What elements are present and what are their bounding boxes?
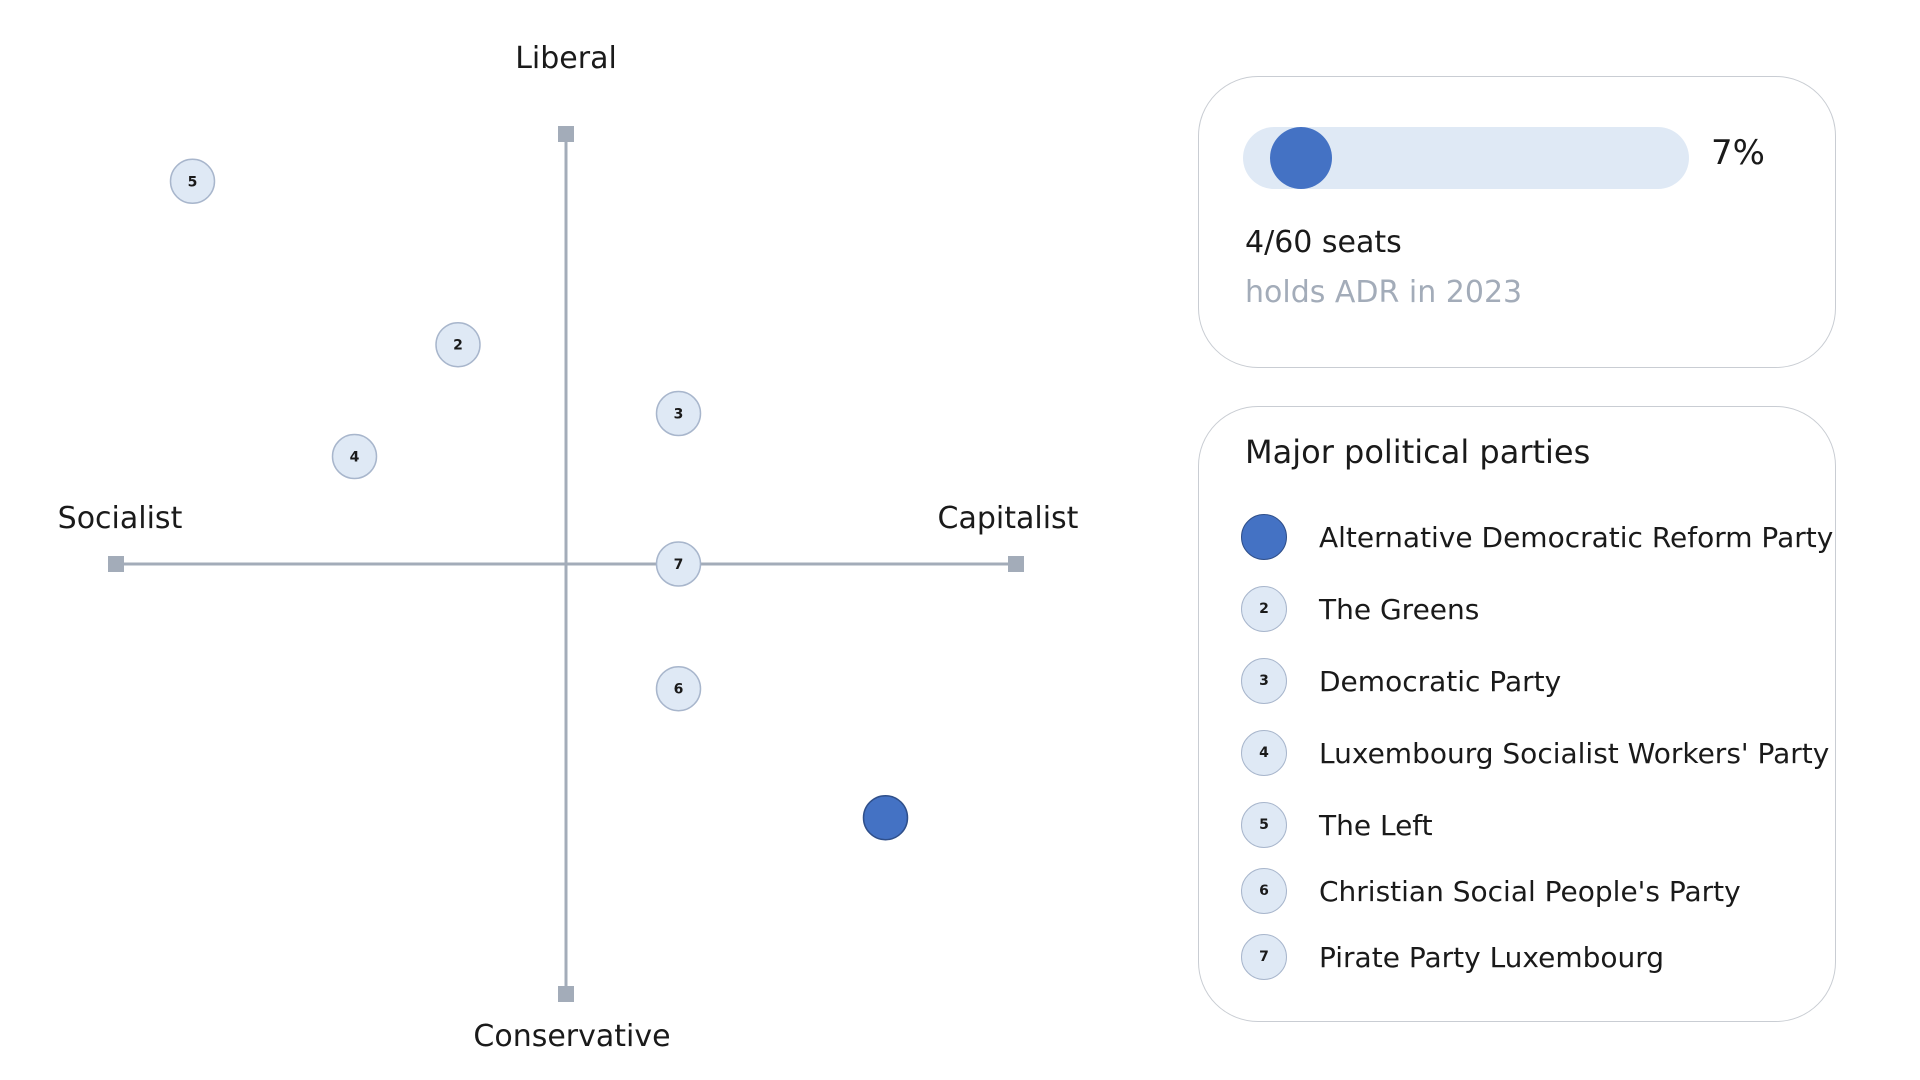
legend-item: 2 The Greens [1241, 585, 1479, 633]
party-point: 6 [655, 665, 702, 712]
seat-count: 4/60 seats [1245, 225, 1402, 260]
party-point-marker [862, 794, 909, 841]
party-point-marker [331, 433, 378, 480]
party-point-label: 3 [674, 407, 684, 423]
party-point-label: 7 [674, 557, 684, 573]
legend-title: Major political parties [1245, 433, 1591, 471]
party-point-marker [169, 158, 216, 205]
party-point: 4 [331, 433, 378, 480]
party-point [862, 794, 909, 841]
seat-share-progress-bar [1243, 127, 1689, 189]
legend-item-label: Christian Social People's Party [1319, 874, 1741, 908]
legend-item-label: Democratic Party [1319, 664, 1562, 698]
seat-share-card: 7% 4/60 seats holds ADR in 2023 [1198, 76, 1836, 368]
legend-item-label: Luxembourg Socialist Workers' Party [1319, 736, 1830, 770]
party-point-marker [655, 665, 702, 712]
party-point-marker [655, 541, 702, 587]
legend-marker [1241, 514, 1287, 560]
party-point: 2 [435, 321, 481, 368]
compass-axes: Socialist Capitalist Liberal Conservative [58, 41, 1079, 1054]
party-point-label: 5 [188, 174, 198, 190]
party-point-marker [655, 390, 702, 437]
legend-item: 4 Luxembourg Socialist Workers' Party [1241, 729, 1829, 777]
legend-marker: 3 [1241, 658, 1287, 704]
axis-label-top: Liberal [515, 41, 617, 76]
party-point-label: 6 [674, 682, 684, 698]
compass-points: 2 3 4 5 6 7 [169, 158, 909, 841]
legend-marker: 2 [1241, 586, 1287, 632]
legend-marker: 7 [1241, 934, 1287, 980]
axis-label-left: Socialist [58, 501, 183, 536]
axis-label-right: Capitalist [938, 501, 1079, 536]
party-point: 3 [655, 390, 702, 437]
party-point-marker [435, 321, 481, 368]
party-point: 7 [655, 541, 702, 587]
axis-end-top [558, 126, 574, 142]
legend-item-label: The Greens [1319, 592, 1480, 626]
axis-end-left [108, 556, 124, 572]
legend-marker: 4 [1241, 730, 1287, 776]
holding-party-note: holds ADR in 2023 [1245, 275, 1523, 310]
party-legend-card: Major political parties Alternative Demo… [1198, 406, 1836, 1022]
legend-item: Alternative Democratic Reform Party [1241, 513, 1833, 561]
political-compass-chart: Socialist Capitalist Liberal Conservative 2… [58, 41, 1079, 1054]
legend-item: 7 Pirate Party Luxembourg [1241, 933, 1664, 981]
party-point: 5 [169, 158, 216, 205]
legend-item: 5 The Left [1241, 801, 1433, 849]
axis-end-right [1008, 556, 1024, 572]
legend-item: 6 Christian Social People's Party [1241, 867, 1741, 915]
legend-marker: 6 [1241, 868, 1287, 914]
legend-marker: 5 [1241, 802, 1287, 848]
legend-item-label: The Left [1319, 808, 1433, 842]
axis-label-bottom: Conservative [473, 1019, 670, 1054]
axis-end-bottom [558, 986, 574, 1002]
legend-item-label: Pirate Party Luxembourg [1319, 940, 1665, 974]
seat-share-percent: 7% [1711, 133, 1765, 173]
legend-item-label: Alternative Democratic Reform Party [1319, 520, 1834, 554]
legend-item: 3 Democratic Party [1241, 657, 1561, 705]
seat-share-progress-fill [1269, 127, 1332, 189]
party-point-label: 4 [350, 450, 360, 466]
party-point-label: 2 [453, 338, 463, 354]
